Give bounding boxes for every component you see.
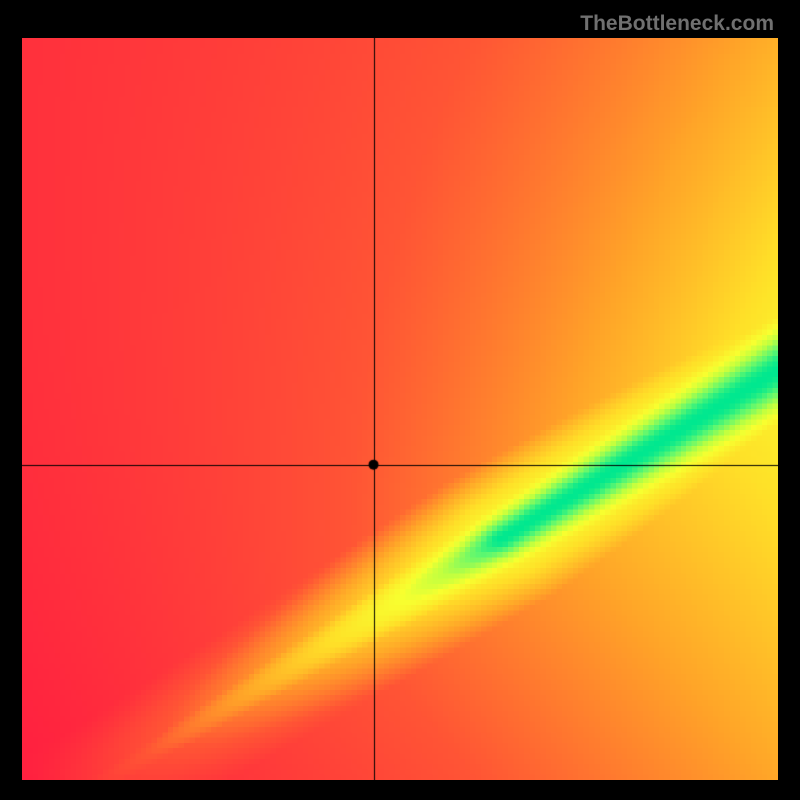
watermark-text: TheBottleneck.com — [580, 12, 774, 36]
bottleneck-heatmap — [22, 38, 778, 780]
chart-container: { "meta": { "watermark_text": "TheBottle… — [0, 0, 800, 800]
